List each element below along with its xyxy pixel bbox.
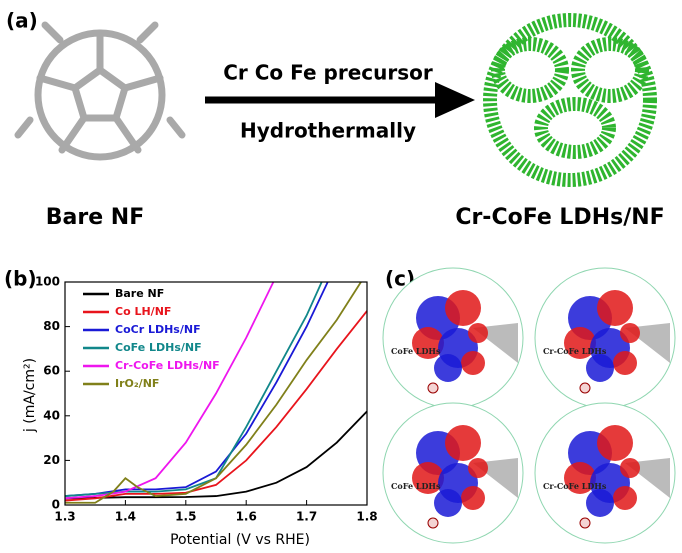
structure-label: Cr-CoFe LDHs	[543, 481, 607, 491]
x-tick-label: 1.8	[356, 510, 377, 524]
legend-label: IrO₂/NF	[115, 377, 159, 390]
orbital	[461, 486, 485, 510]
atom	[579, 517, 591, 529]
y-tick-label: 0	[52, 498, 60, 512]
orbital	[468, 323, 488, 343]
y-tick-label: 80	[43, 319, 60, 333]
orbital	[434, 489, 462, 517]
x-axis-label: Potential (V vs RHE)	[170, 532, 310, 548]
structure-label: Cr-CoFe LDHs	[543, 346, 607, 356]
orbital	[613, 351, 637, 375]
panel-label: (a)	[6, 9, 38, 33]
orbital	[468, 458, 488, 478]
series-line	[65, 281, 362, 504]
orbital	[613, 486, 637, 510]
structure-label: CoFe LDHs	[391, 346, 441, 356]
series-line	[64, 281, 329, 497]
structure-label: CoFe LDHs	[391, 481, 441, 491]
x-tick-label: 1.5	[175, 510, 196, 524]
legend-label: Co LH/NF	[115, 305, 171, 318]
series-line	[64, 310, 368, 502]
series-line	[64, 281, 323, 497]
orbital	[586, 354, 614, 382]
ldh-structure	[483, 13, 657, 187]
orbital	[461, 351, 485, 375]
arrow-top-text: Cr Co Fe precursor	[223, 61, 433, 85]
orbital	[412, 327, 444, 359]
legend-label: CoFe LDHs/NF	[115, 341, 202, 354]
orbital	[620, 458, 640, 478]
orbital	[620, 323, 640, 343]
atom	[579, 382, 591, 394]
bare-nf-structure	[14, 21, 186, 161]
orbital	[597, 290, 633, 326]
x-tick-label: 1.7	[296, 510, 317, 524]
legend-label: Bare NF	[115, 287, 164, 300]
y-tick-label: 100	[35, 275, 60, 289]
orbital	[445, 425, 481, 461]
plot-frame	[64, 281, 368, 506]
legend-label: CoCr LDHs/NF	[115, 323, 201, 336]
y-tick-label: 40	[43, 408, 60, 422]
orbital	[564, 462, 596, 494]
orbital	[586, 489, 614, 517]
arrow-head	[435, 82, 475, 118]
dft-images: CoFe LDHs Cr-CoFe LDHs CoFe LDHs Cr-CoFe LD…	[382, 267, 676, 544]
orbital	[412, 462, 444, 494]
orbital	[445, 290, 481, 326]
y-tick-label: 20	[43, 453, 60, 467]
y-axis-label: j (mA/cm²)	[22, 358, 38, 433]
orbital	[597, 425, 633, 461]
orbital	[434, 354, 462, 382]
orbital	[564, 327, 596, 359]
arrow-bottom-text: Hydrothermally	[240, 119, 416, 143]
series-line	[64, 281, 275, 500]
x-tick-label: 1.6	[236, 510, 257, 524]
x-tick-label: 1.4	[115, 510, 136, 524]
chart: (b) Potential (V vs RHE) j (mA/cm²) 1.3 1…	[4, 267, 378, 549]
right-label: Cr-CoFe LDHs/NF	[455, 205, 664, 230]
atom	[427, 517, 439, 529]
atom	[427, 382, 439, 394]
left-label: Bare NF	[46, 205, 144, 230]
x-tick-label: 1.3	[54, 510, 75, 524]
series-line	[64, 410, 368, 500]
panel-label: (b)	[4, 267, 37, 291]
y-tick-label: 60	[43, 364, 60, 378]
legend-label: Cr-CoFe LDHs/NF	[115, 359, 220, 372]
